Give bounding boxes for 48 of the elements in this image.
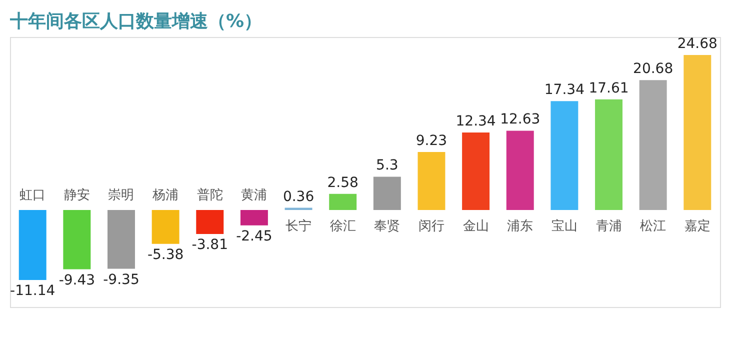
x-tick-label: 杨浦 xyxy=(152,188,179,204)
x-tick-label: 宝山 xyxy=(551,218,578,234)
x-tick-label: 金山 xyxy=(462,219,489,234)
bar xyxy=(196,210,224,234)
data-label: 17.34 xyxy=(544,82,585,98)
bar xyxy=(506,130,534,210)
bar xyxy=(684,55,712,210)
chart-title: 十年间各区人口数量增速（%） xyxy=(9,11,262,32)
data-label: -9.43 xyxy=(58,272,96,288)
bar xyxy=(373,176,401,210)
bar xyxy=(462,132,490,210)
x-tick-label: 奉贤 xyxy=(374,219,400,234)
bar xyxy=(418,152,446,210)
x-tick-label: 长宁 xyxy=(286,218,312,234)
data-label: 24.68 xyxy=(677,36,718,52)
bar xyxy=(550,101,578,210)
x-tick-label: 闵行 xyxy=(418,219,444,234)
data-label: 12.34 xyxy=(456,114,496,130)
data-label: 5.3 xyxy=(376,158,398,174)
bar xyxy=(18,210,46,280)
bar xyxy=(639,80,667,210)
x-tick-label: 普陀 xyxy=(196,187,223,204)
data-label: 12.63 xyxy=(500,112,540,128)
data-label: -11.14 xyxy=(10,283,56,299)
data-label: 17.61 xyxy=(588,80,629,96)
x-tick-label: 虹口 xyxy=(20,188,46,204)
x-tick-label: 嘉定 xyxy=(684,219,710,234)
bar xyxy=(595,99,622,210)
x-tick-label: 松江 xyxy=(640,219,666,234)
data-label: 20.68 xyxy=(633,61,674,78)
bar xyxy=(329,194,357,210)
data-label: 0.36 xyxy=(282,188,314,205)
data-label: -3.81 xyxy=(192,236,228,253)
data-label: -2.45 xyxy=(236,228,272,244)
bar xyxy=(63,210,91,270)
data-label: -9.35 xyxy=(103,272,140,288)
x-tick-label: 静安 xyxy=(64,187,90,204)
data-label: 2.58 xyxy=(327,174,358,191)
bar xyxy=(152,210,180,244)
data-label: 9.23 xyxy=(416,133,448,150)
x-tick-label: 徐汇 xyxy=(330,219,356,234)
bar xyxy=(108,210,135,269)
x-tick-label: 崇明 xyxy=(108,188,134,204)
x-tick-label: 浦东 xyxy=(507,219,534,234)
data-label: -5.38 xyxy=(147,246,184,263)
x-tick-label: 黄浦 xyxy=(241,188,268,204)
bar xyxy=(240,210,268,226)
x-tick-label: 青浦 xyxy=(596,219,622,234)
